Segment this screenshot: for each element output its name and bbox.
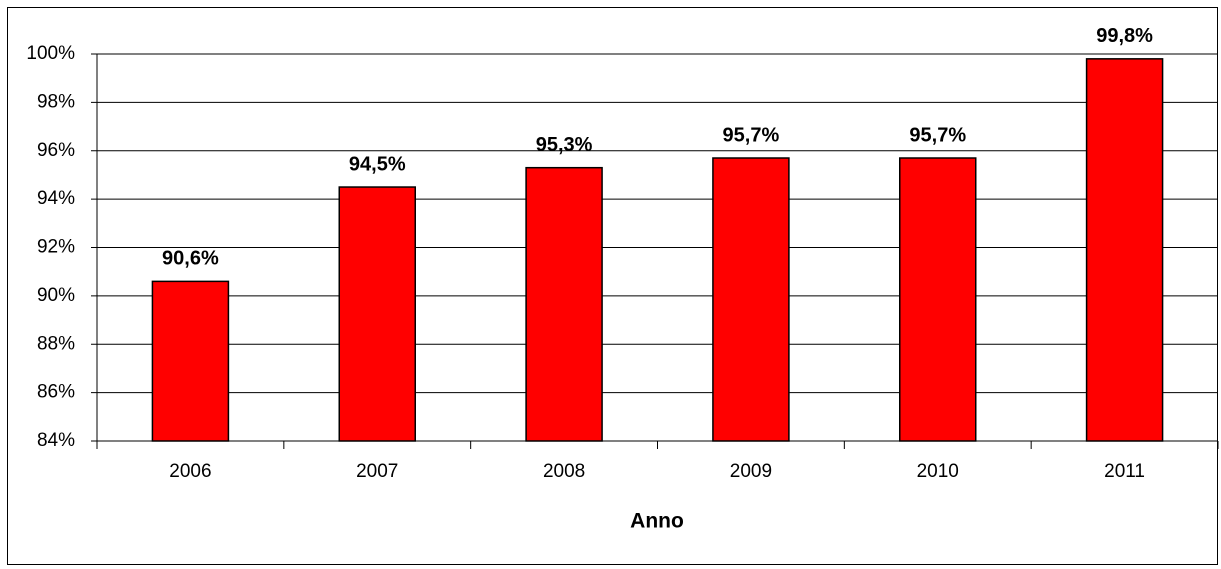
bar <box>712 157 790 442</box>
y-tick-label: 92% <box>37 237 75 258</box>
bar <box>1085 58 1164 442</box>
y-tick-label: 100% <box>26 43 75 64</box>
chart-frame <box>7 7 1218 565</box>
value-label: 95,7% <box>723 124 780 146</box>
x-tick-label: 2008 <box>543 461 585 482</box>
bar <box>899 157 977 442</box>
x-tick-label: 2009 <box>730 461 772 482</box>
y-tick-label: 94% <box>37 188 75 209</box>
value-label: 94,5% <box>349 153 406 175</box>
value-label: 99,8% <box>1096 25 1153 47</box>
x-axis-label: Anno <box>630 510 684 533</box>
value-label: 95,7% <box>909 124 966 146</box>
bar <box>525 166 603 442</box>
x-tick-label: 2010 <box>917 461 959 482</box>
y-tick-label: 86% <box>37 382 75 403</box>
bar <box>151 280 230 442</box>
y-tick-label: 96% <box>37 140 75 161</box>
x-tick-label: 2006 <box>169 461 211 482</box>
value-label: 90,6% <box>162 248 219 270</box>
y-tick-label: 98% <box>37 91 75 112</box>
y-tick-label: 84% <box>37 430 75 451</box>
bar <box>338 186 416 442</box>
x-tick-label: 2007 <box>356 461 398 482</box>
y-tick-label: 88% <box>37 333 75 354</box>
x-tick-label: 2011 <box>1104 461 1145 482</box>
value-label: 95,3% <box>536 134 593 156</box>
y-tick-label: 90% <box>37 285 75 306</box>
